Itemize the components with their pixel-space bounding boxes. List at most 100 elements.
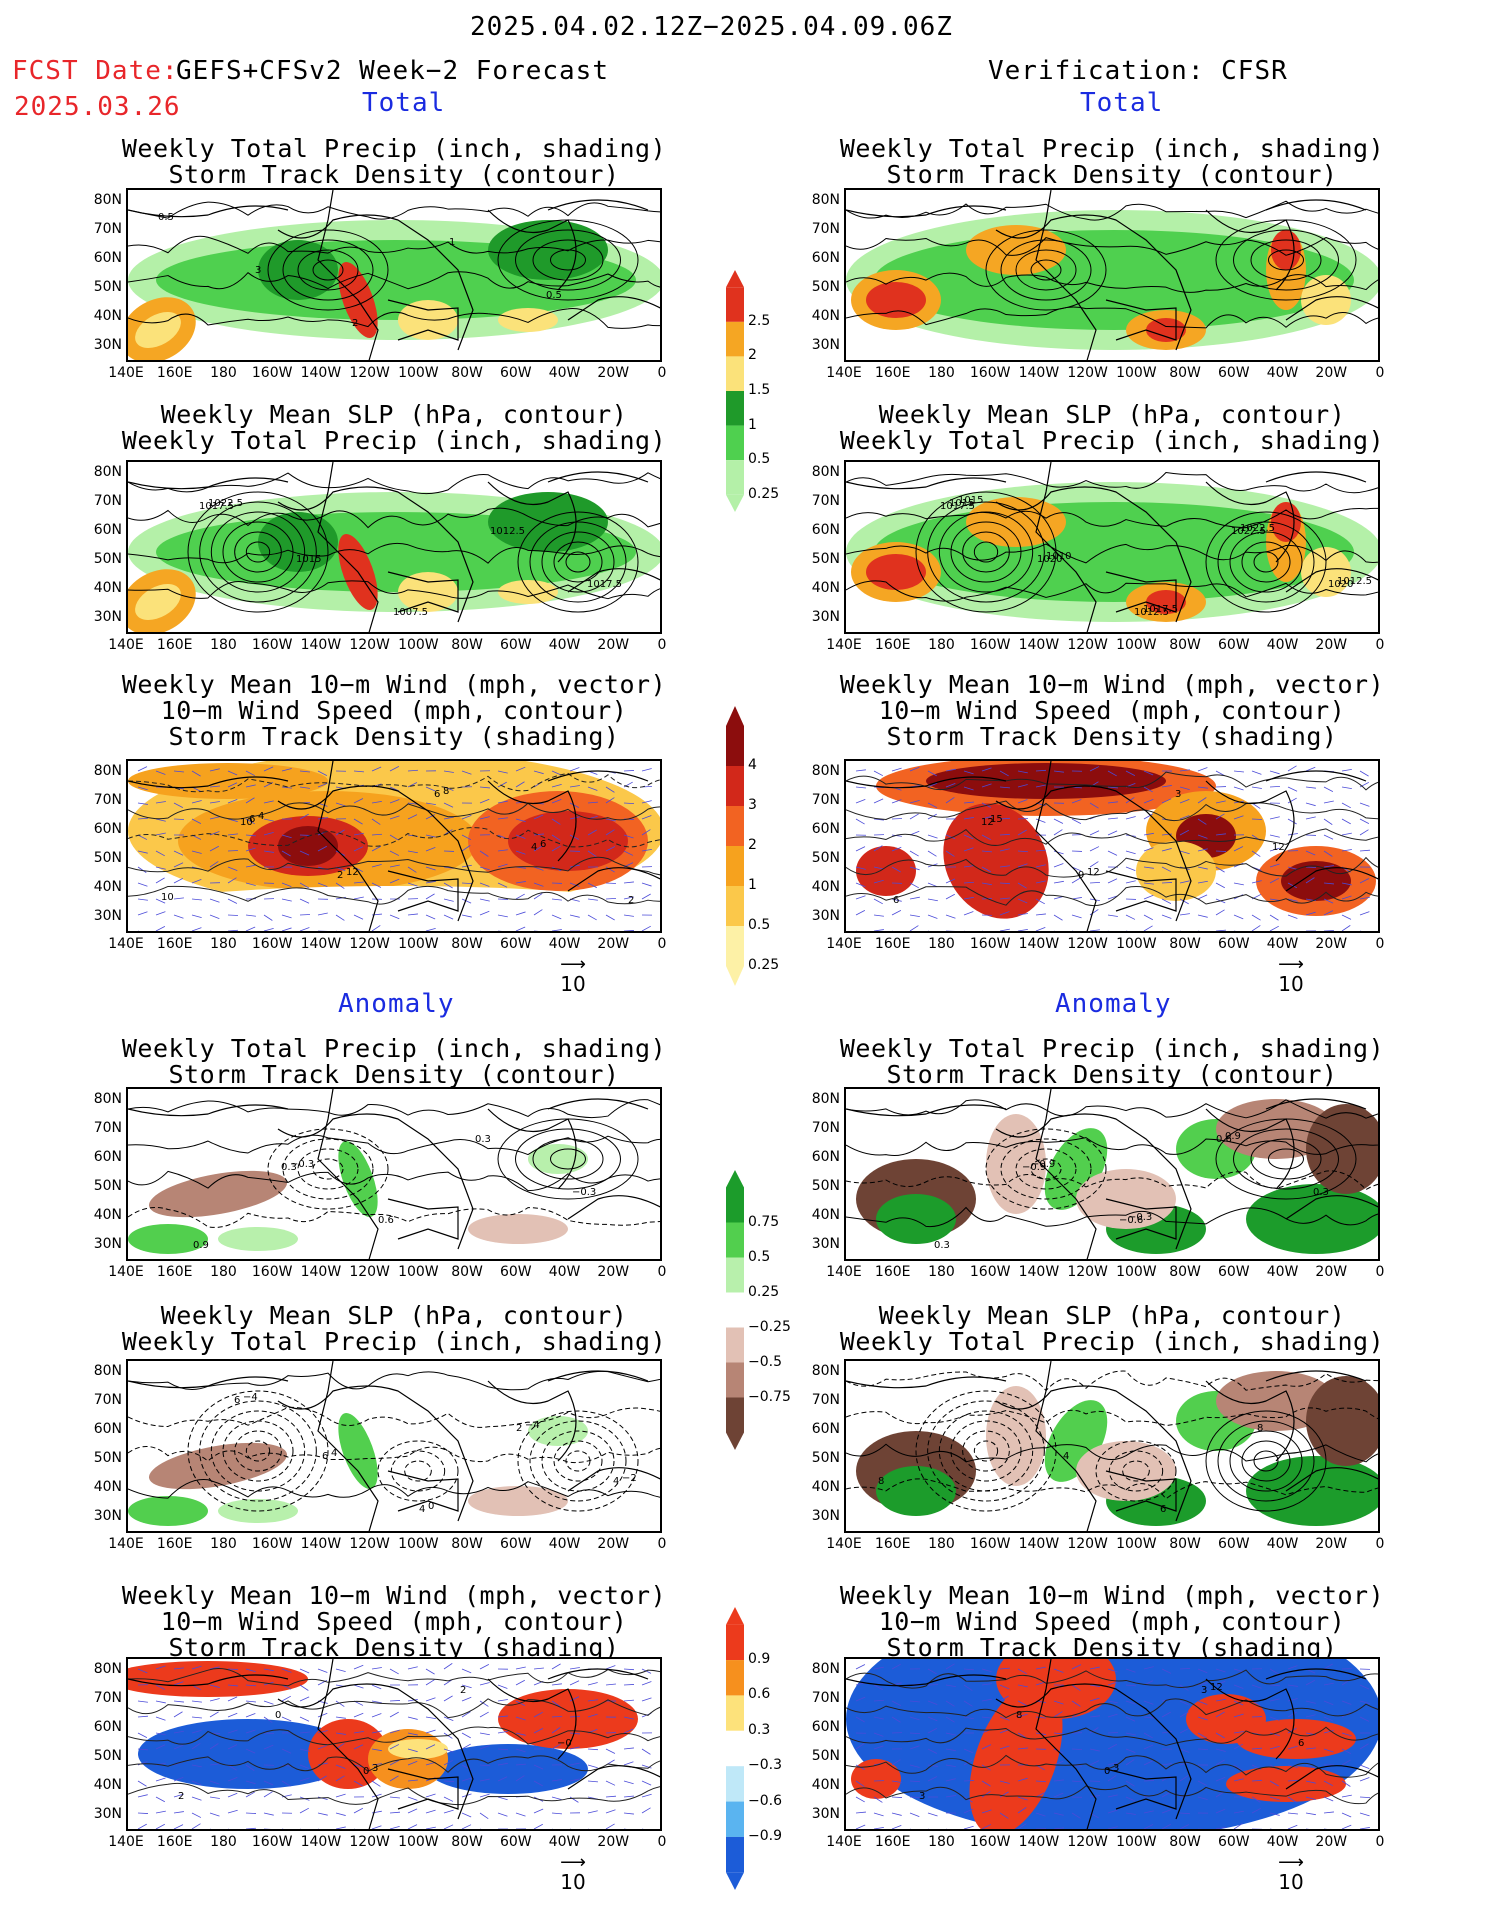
wind-vector — [964, 930, 965, 931]
contour-line — [846, 1099, 1378, 1119]
wind-vector — [353, 798, 364, 804]
wind-vector — [1197, 1748, 1209, 1750]
wind-vector — [1179, 898, 1189, 905]
wind-vector — [1197, 1716, 1208, 1721]
wind-vector — [371, 882, 382, 888]
wind-vector — [497, 1699, 508, 1702]
contour-label: 1012.5 — [490, 526, 525, 537]
wind-vector — [227, 1809, 238, 1814]
contour-line — [128, 1698, 660, 1719]
coastline — [1205, 1108, 1295, 1190]
wind-vector — [371, 845, 381, 852]
panel-title: Weekly Mean SLP (hPa, contour) Weekly To… — [839, 1301, 1385, 1356]
wind-vector — [155, 1796, 165, 1803]
lon-tick-label: 60W — [499, 1264, 532, 1280]
wind-vector — [1035, 864, 1046, 868]
wind-vector — [945, 1716, 955, 1723]
wind-vector — [588, 1828, 589, 1829]
wind-vector — [263, 1732, 275, 1735]
lon-tick-label: 160W — [251, 365, 293, 381]
wind-vector — [263, 1668, 274, 1672]
wind-vector — [855, 1716, 865, 1723]
coastline — [846, 477, 1007, 490]
contour-line — [210, 1410, 306, 1492]
contour-label: 15 — [990, 814, 1003, 825]
wind-vector — [479, 1764, 491, 1767]
wind-vector — [227, 929, 239, 931]
wind-vector — [1179, 1728, 1190, 1734]
wind-vector — [1359, 1796, 1371, 1799]
wind-vector — [443, 898, 454, 902]
wind-vector — [245, 926, 256, 931]
colorbar-top-cap — [726, 270, 744, 288]
lat-tick-label: 60N — [93, 1149, 122, 1165]
lon-tick-label: 160W — [251, 1834, 293, 1850]
contour-line — [846, 543, 1378, 564]
contour-line — [312, 1158, 344, 1180]
wind-vector — [641, 1793, 652, 1798]
contour-line — [1122, 1460, 1150, 1482]
wind-vector — [855, 798, 866, 804]
wind-vector — [209, 914, 220, 919]
wind-vector — [981, 1668, 992, 1673]
wind-vector — [1017, 1777, 1028, 1782]
contour-line — [377, 1440, 459, 1502]
wind-vector — [371, 1667, 382, 1670]
coastline — [1105, 571, 1177, 613]
wind-vector — [1305, 1679, 1316, 1686]
contour-label: 4 — [613, 1476, 619, 1487]
wind-vector — [1179, 786, 1190, 791]
wind-vector — [1251, 1684, 1262, 1689]
wind-vector — [443, 1716, 454, 1722]
lon-tick-label: 80W — [1169, 637, 1201, 653]
wind-vector — [587, 1764, 598, 1769]
wind-vector — [191, 1743, 201, 1750]
contour-line — [312, 259, 344, 281]
wind-vector — [587, 829, 597, 836]
wind-vector — [1053, 1760, 1064, 1766]
coastline — [1105, 1198, 1177, 1240]
coastline — [1285, 296, 1378, 321]
lon-tick-label: 140E — [826, 936, 862, 952]
lon-tick-label: 160E — [156, 936, 193, 952]
contour-label: 3 — [255, 265, 261, 276]
wind-vector — [443, 1695, 453, 1702]
wind-vector — [623, 1684, 635, 1686]
contour-line — [390, 1450, 446, 1492]
contour-label: 0 — [363, 1766, 369, 1777]
wind-vector — [191, 879, 202, 884]
wind-vector — [245, 1791, 255, 1798]
wind-vector — [1143, 894, 1154, 900]
wind-vector — [1143, 1780, 1155, 1782]
contour-label: 6 — [540, 839, 546, 850]
wind-vector — [963, 1748, 974, 1754]
wind-vector — [1089, 1727, 1099, 1734]
wind-vector — [1035, 926, 1046, 931]
wind-vector — [299, 1764, 310, 1770]
wind-vector — [1359, 896, 1370, 900]
wind-vector — [299, 898, 310, 904]
wind-vector — [1125, 1732, 1136, 1736]
lat-tick-label: 60N — [811, 1719, 840, 1735]
wind-vector — [1089, 1748, 1100, 1752]
contour-line — [1233, 1128, 1339, 1190]
wind-vector — [1161, 1791, 1171, 1798]
wind-vector — [605, 1823, 615, 1829]
wind-vector — [1323, 1700, 1334, 1706]
contour-label: 8 — [443, 786, 449, 797]
colorbar-label: 0.75 — [748, 1213, 780, 1230]
lon-tick-label: 180 — [210, 936, 237, 952]
lon-tick-label: 20W — [597, 1264, 630, 1280]
wind-vector — [1215, 882, 1225, 889]
lat-tick-label: 30N — [811, 908, 840, 924]
wind-vector — [1143, 832, 1154, 836]
contour-line — [187, 1390, 329, 1512]
colorbar-segment — [726, 1292, 744, 1328]
wind-vector — [533, 866, 544, 871]
wind-vector — [641, 882, 652, 887]
wind-vector — [659, 1828, 660, 1829]
wind-vector — [1323, 1796, 1334, 1802]
wind-vector — [623, 881, 634, 884]
lat-tick-label: 60N — [93, 250, 122, 266]
